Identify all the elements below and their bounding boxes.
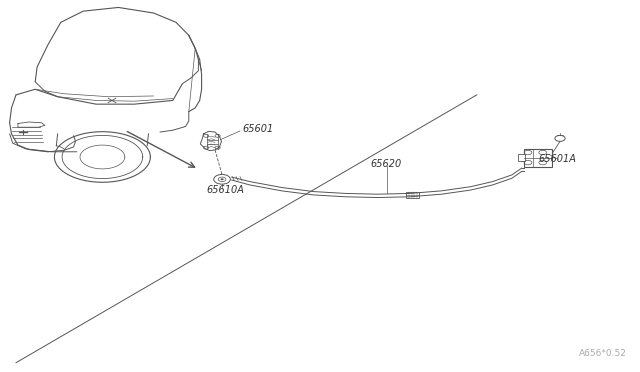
Bar [406, 192, 419, 198]
Text: A656*0.52: A656*0.52 [579, 349, 627, 358]
Text: 65601A: 65601A [539, 154, 577, 164]
Bar [518, 154, 525, 161]
Text: 65601: 65601 [242, 125, 273, 134]
Text: 65620: 65620 [370, 160, 401, 169]
Bar [524, 149, 552, 167]
Text: 65610A: 65610A [206, 185, 244, 195]
Circle shape [221, 179, 223, 180]
